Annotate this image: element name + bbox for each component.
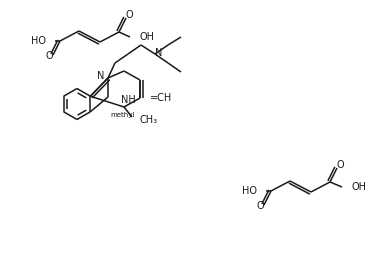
- Text: O: O: [336, 160, 344, 170]
- Text: O: O: [125, 10, 133, 20]
- Text: O: O: [45, 51, 53, 61]
- Text: O: O: [256, 201, 264, 211]
- Text: HO: HO: [242, 186, 257, 196]
- Text: N: N: [97, 71, 104, 81]
- Text: CH₃: CH₃: [139, 115, 157, 125]
- Text: NH: NH: [121, 95, 136, 105]
- Text: HO: HO: [31, 36, 46, 46]
- Text: N: N: [155, 48, 163, 58]
- Text: =CH: =CH: [150, 93, 172, 103]
- Text: methyl: methyl: [111, 112, 135, 118]
- Text: OH: OH: [139, 32, 154, 42]
- Text: OH: OH: [351, 182, 366, 192]
